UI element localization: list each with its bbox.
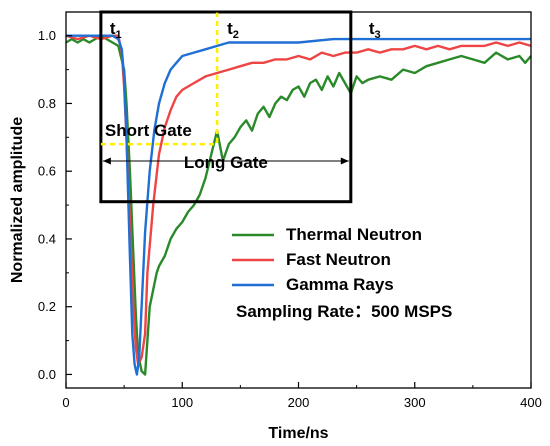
x-tick-label: 0 xyxy=(62,395,69,410)
x-tick-label: 100 xyxy=(171,395,193,410)
t3-subscript: 3 xyxy=(374,29,380,41)
x-tick-label: 300 xyxy=(404,395,426,410)
y-tick-label: 0.0 xyxy=(38,367,56,382)
legend-label-fast-neutron: Fast Neutron xyxy=(286,250,391,269)
y-tick-label: 0.6 xyxy=(38,164,56,179)
annotation-layer xyxy=(99,10,353,204)
x-axis-title: Time/ns xyxy=(268,425,328,442)
series-layer xyxy=(65,34,532,376)
t3-letter: t xyxy=(369,19,375,38)
t2-letter: t xyxy=(227,19,233,38)
series-line-thermal-neutron xyxy=(65,34,532,376)
t3-marker-label: t3 xyxy=(369,19,381,41)
tick-layer: 0 100 200 300 400 0.0 0.2 0.4 0.6 0.8 1.0 xyxy=(38,28,542,410)
long-gate-arrow-head-left xyxy=(102,157,111,165)
series-line-gamma-rays xyxy=(66,34,531,376)
long-gate-arrow-head-right xyxy=(340,157,349,165)
short-gate-label: Short Gate xyxy=(105,121,192,140)
y-tick-label: 0.8 xyxy=(38,96,56,111)
legend-label-gamma-rays: Gamma Rays xyxy=(286,275,394,294)
y-tick-label: 0.2 xyxy=(38,299,56,314)
long-gate-label: Long Gate xyxy=(184,153,268,172)
t1-marker-label: t1 xyxy=(110,19,122,41)
legend: Thermal Neutron Fast Neutron Gamma Rays … xyxy=(232,225,452,321)
t1-letter: t xyxy=(110,19,116,38)
legend-label-thermal-neutron: Thermal Neutron xyxy=(286,225,422,244)
x-tick-label: 200 xyxy=(288,395,310,410)
y-tick-label: 0.4 xyxy=(38,231,56,246)
x-tick-label: 400 xyxy=(520,395,542,410)
t1-subscript: 1 xyxy=(116,29,122,41)
y-axis-title: Normalized amplitude xyxy=(9,117,26,283)
t2-marker-label: t2 xyxy=(227,19,239,41)
sampling-rate-note: Sampling Rate：500 MSPS xyxy=(236,302,452,321)
y-tick-label: 1.0 xyxy=(38,28,56,43)
t2-subscript: 2 xyxy=(233,29,239,41)
